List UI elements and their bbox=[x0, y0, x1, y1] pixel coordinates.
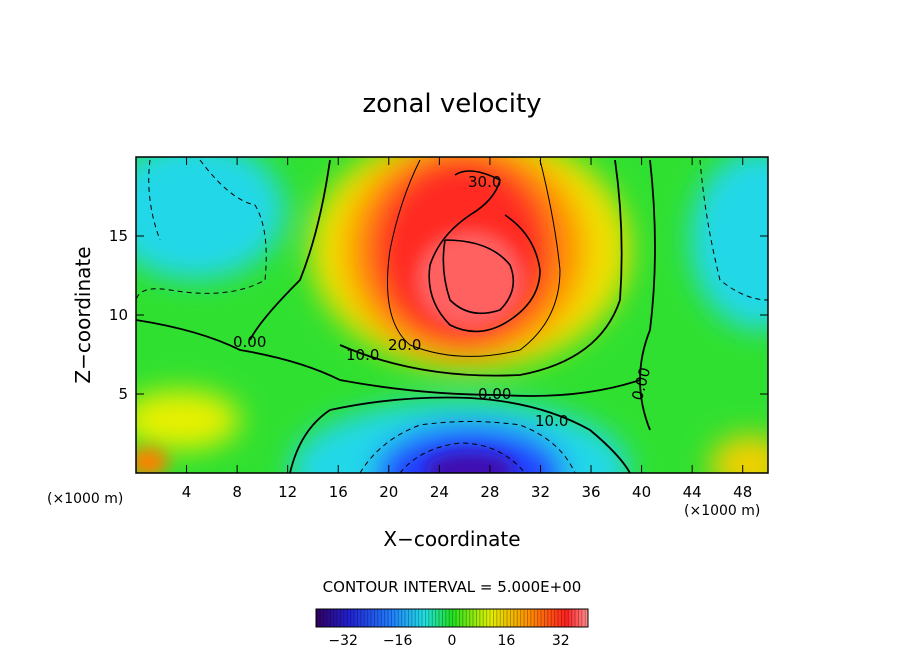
colorbar-tick-label: −32 bbox=[328, 633, 358, 649]
x-tick-label: 24 bbox=[430, 483, 449, 501]
contour-label: 10.0 bbox=[535, 412, 568, 430]
contour-25 bbox=[442, 239, 515, 315]
colorbar-frame bbox=[315, 608, 589, 628]
x-tick-label: 40 bbox=[632, 483, 651, 501]
x-unit-right: (×1000 m) bbox=[684, 503, 760, 519]
heatmap-region-trough-core bbox=[425, 452, 515, 473]
colorbar-tick-label: 32 bbox=[552, 633, 570, 649]
x-tick-label: 4 bbox=[182, 483, 192, 501]
contour-neg20 bbox=[399, 442, 526, 473]
heatmap-region-lower-right-yellow bbox=[710, 435, 768, 473]
colorbar: −32 −16 0 16 32 bbox=[315, 608, 589, 649]
contour-label: 0.00 bbox=[233, 333, 266, 351]
contour-30 bbox=[428, 170, 541, 333]
heatmap-region-lower-left-orange bbox=[136, 447, 168, 473]
x-tick-label: 48 bbox=[733, 483, 752, 501]
chart-title: zonal velocity bbox=[362, 89, 541, 119]
x-tick-label: 44 bbox=[683, 483, 702, 501]
heatmap-region-upper-right-min bbox=[690, 157, 768, 330]
contour-0-upper bbox=[136, 319, 641, 397]
x-axis-label: X−coordinate bbox=[383, 527, 520, 551]
contour-label: 20.0 bbox=[388, 336, 421, 354]
contour-interval-label: CONTOUR INTERVAL = 5.000E+00 bbox=[323, 578, 582, 596]
contour-neg10 bbox=[359, 421, 576, 473]
heatmap-region-lower-blue bbox=[375, 425, 565, 473]
contour-0-right bbox=[639, 159, 656, 431]
y-axis-label: Z−coordinate bbox=[71, 246, 95, 383]
contour-lines bbox=[136, 159, 768, 473]
colorbar-tick-label: 16 bbox=[497, 633, 515, 649]
colorbar-tick-label: −16 bbox=[383, 633, 413, 649]
colorbar-ticks: −32 −16 0 16 32 bbox=[328, 633, 569, 649]
x-tick-label: 8 bbox=[232, 483, 242, 501]
heatmap-region-jet-core bbox=[415, 230, 525, 330]
x-tick-label: 12 bbox=[278, 483, 297, 501]
y-axis: 5 10 15 bbox=[109, 227, 768, 403]
contour-neg-upper-left bbox=[136, 159, 267, 301]
contour-label: 30.0 bbox=[468, 173, 501, 191]
x-unit-left: (×1000 m) bbox=[47, 491, 123, 507]
y-tick-label: 15 bbox=[109, 227, 128, 245]
x-tick-label: 32 bbox=[531, 483, 550, 501]
contour-20 bbox=[387, 159, 561, 357]
heatmap-region-upper-left-min bbox=[136, 157, 285, 280]
contour-0-lower bbox=[289, 396, 631, 473]
contour-neg-upper-right bbox=[699, 159, 768, 301]
y-tick-label: 5 bbox=[118, 385, 128, 403]
x-tick-label: 36 bbox=[581, 483, 600, 501]
x-tick-label: 28 bbox=[480, 483, 499, 501]
x-tick-label: 16 bbox=[329, 483, 348, 501]
contour-10 bbox=[249, 159, 623, 377]
contour-label: 0.00 bbox=[478, 385, 511, 403]
plot-area bbox=[135, 156, 769, 474]
colorbar-hatching bbox=[316, 609, 588, 627]
x-axis: 4 8 12 16 20 24 28 32 36 40 44 48 bbox=[182, 157, 752, 501]
contour-label-group: 30.0 20.0 10.0 0.00 0.00 10.0 0.00 bbox=[233, 173, 654, 430]
y-tick-label: 10 bbox=[109, 306, 128, 324]
colorbar-tick-label: 0 bbox=[448, 633, 457, 649]
x-tick-label: 20 bbox=[379, 483, 398, 501]
heatmap-region-lower-left-yellow bbox=[136, 390, 240, 450]
contour-label: 10.0 bbox=[346, 346, 379, 364]
